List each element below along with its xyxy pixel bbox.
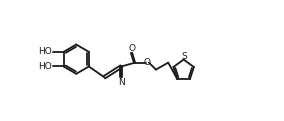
Text: HO: HO: [38, 47, 52, 56]
Text: HO: HO: [38, 62, 52, 71]
Text: O: O: [143, 58, 150, 67]
Text: O: O: [129, 44, 135, 53]
Text: S: S: [181, 52, 187, 61]
Text: N: N: [118, 78, 125, 87]
